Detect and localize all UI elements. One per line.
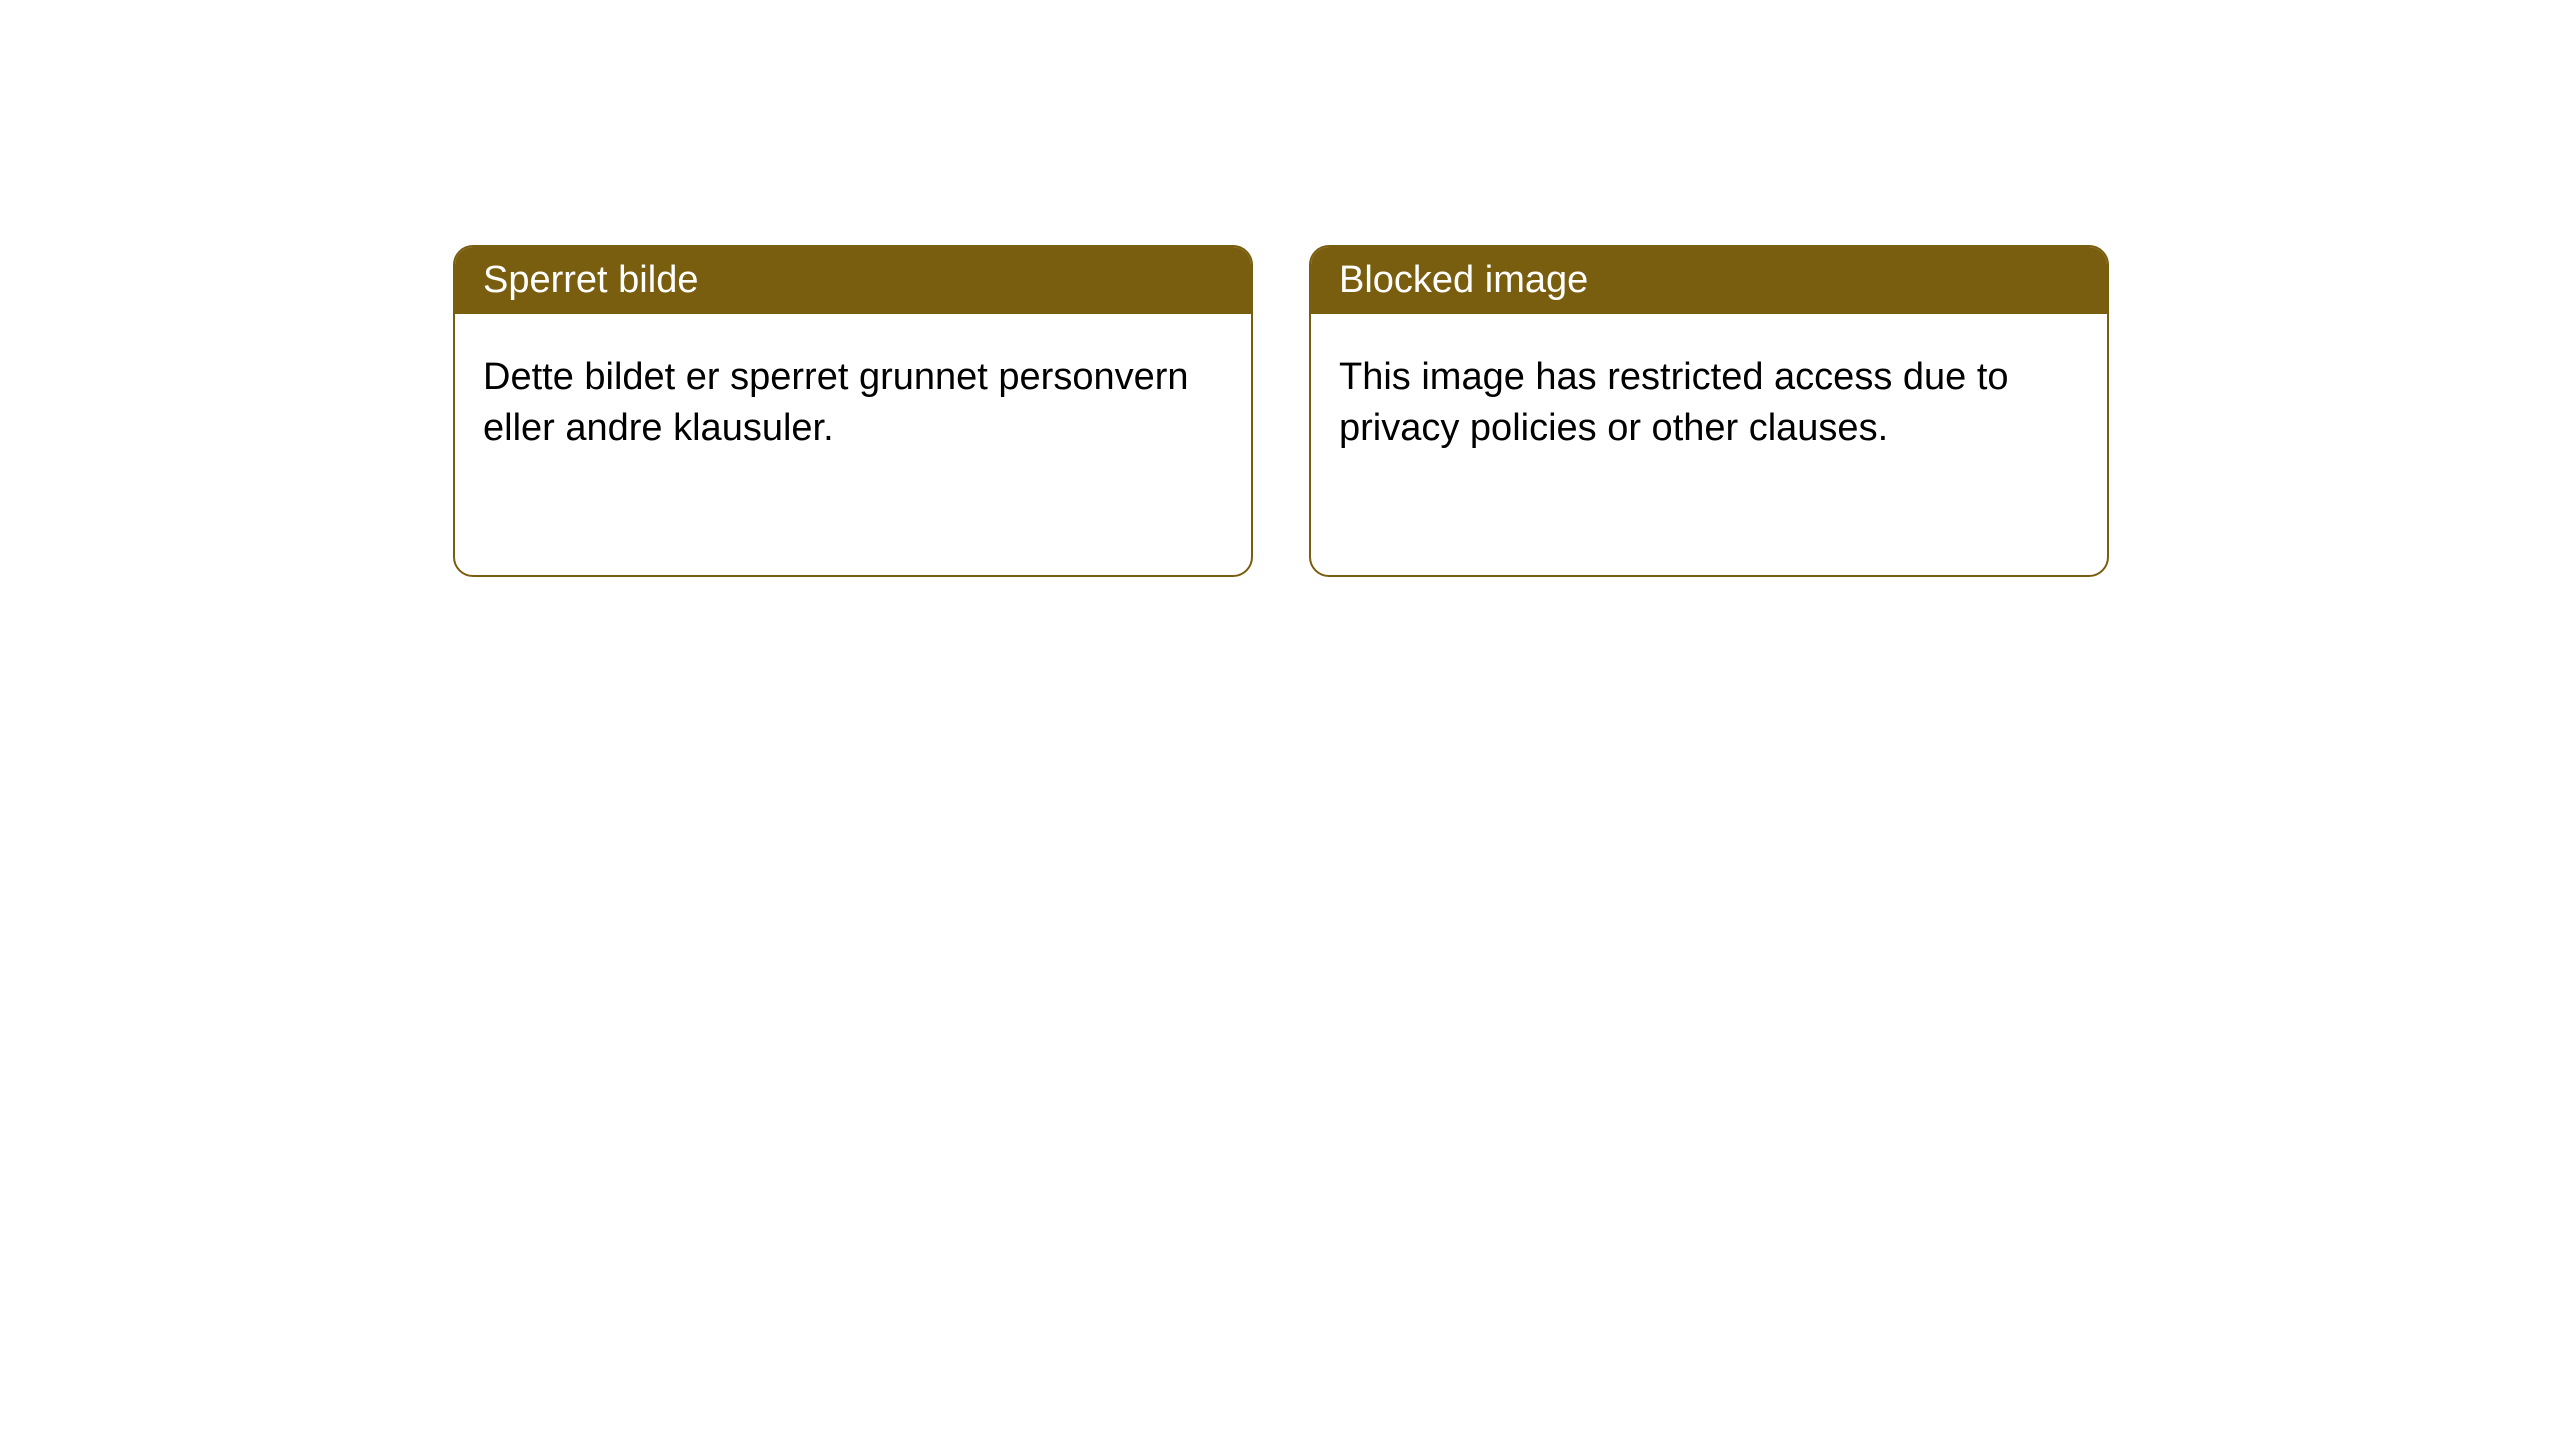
blocked-image-card-en: Blocked image This image has restricted …	[1309, 245, 2109, 577]
card-header-no: Sperret bilde	[455, 247, 1251, 314]
blocked-image-card-no: Sperret bilde Dette bildet er sperret gr…	[453, 245, 1253, 577]
card-title-en: Blocked image	[1339, 259, 1588, 301]
card-title-no: Sperret bilde	[483, 259, 698, 301]
card-message-en: This image has restricted access due to …	[1339, 356, 2009, 449]
card-body-no: Dette bildet er sperret grunnet personve…	[455, 314, 1251, 493]
card-body-en: This image has restricted access due to …	[1311, 314, 2107, 493]
notice-container: Sperret bilde Dette bildet er sperret gr…	[453, 245, 2109, 577]
card-header-en: Blocked image	[1311, 247, 2107, 314]
card-message-no: Dette bildet er sperret grunnet personve…	[483, 356, 1189, 449]
